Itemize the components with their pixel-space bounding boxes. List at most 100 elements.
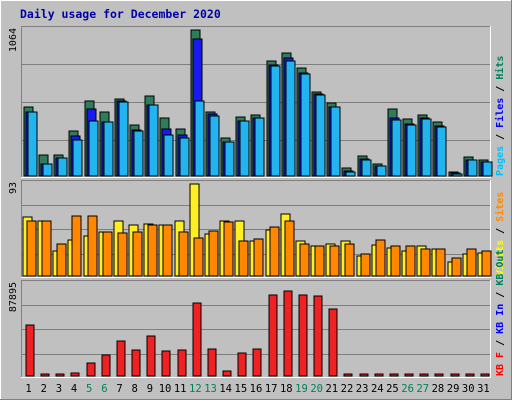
middle-bar-sites bbox=[466, 248, 477, 277]
x-tick-label: 27 bbox=[416, 383, 429, 395]
bottom-bar-kb-f bbox=[222, 370, 232, 377]
middle-bar-sites bbox=[314, 245, 325, 277]
bottom-bar-kb-f bbox=[374, 373, 384, 377]
bottom-bar-kb-f bbox=[389, 373, 399, 377]
x-tick-label: 7 bbox=[116, 383, 122, 395]
middle-bar-sites bbox=[162, 224, 173, 277]
bottom-bar-kb-f bbox=[237, 352, 247, 377]
middle-bar-sites bbox=[405, 245, 416, 277]
x-tick-label: 24 bbox=[371, 383, 384, 395]
bottom-bar-kb-f bbox=[177, 349, 187, 377]
top-bar-pages bbox=[406, 124, 417, 177]
bottom-bar-kb-f bbox=[252, 348, 262, 377]
x-tick-label: 4 bbox=[71, 383, 77, 395]
top-legend-part: Hits bbox=[494, 56, 506, 80]
middle-legend-label: Visits / Sites bbox=[494, 192, 506, 276]
bottom-max-label: 87895 bbox=[8, 282, 19, 312]
bottom-bar-kb-f bbox=[192, 302, 202, 377]
x-tick-label: 31 bbox=[477, 383, 490, 395]
x-tick-label: 5 bbox=[86, 383, 92, 395]
top-bar-pages bbox=[163, 134, 174, 177]
top-bar-pages bbox=[194, 100, 205, 177]
top-bar-pages bbox=[27, 111, 38, 177]
top-bar-pages bbox=[72, 139, 83, 177]
chart-title: Daily usage for December 2020 bbox=[20, 7, 221, 21]
middle-legend-part: Visits bbox=[494, 240, 506, 276]
x-tick-label: 11 bbox=[174, 383, 187, 395]
middle-bar-sites bbox=[26, 220, 37, 277]
top-bar-pages bbox=[42, 163, 53, 177]
x-tick-label: 14 bbox=[219, 383, 232, 395]
top-legend-label: Pages / Files / Hits bbox=[494, 56, 506, 176]
bottom-legend-label: KB F / KB In / KB Out bbox=[495, 250, 506, 376]
x-tick-label: 10 bbox=[159, 383, 172, 395]
middle-bar-sites bbox=[193, 237, 204, 277]
x-tick-label: 13 bbox=[204, 383, 217, 395]
x-tick-label: 17 bbox=[265, 383, 278, 395]
middle-bar-sites bbox=[223, 221, 234, 277]
middle-bar-sites bbox=[132, 231, 143, 277]
bottom-bar-kb-f bbox=[25, 324, 35, 377]
x-tick-label: 12 bbox=[189, 383, 202, 395]
middle-bar-sites bbox=[56, 243, 67, 277]
bottom-bar-kb-f bbox=[70, 372, 80, 377]
middle-bar-sites bbox=[117, 232, 128, 277]
top-bar-pages bbox=[482, 161, 493, 177]
bottom-bar-kb-f bbox=[116, 340, 126, 377]
x-tick-label: 21 bbox=[325, 383, 338, 395]
bottom-bar-kb-f bbox=[343, 373, 353, 377]
bottom-bar-kb-f bbox=[419, 373, 429, 377]
bottom-legend-part: KB F bbox=[495, 352, 506, 376]
top-max-label: 1064 bbox=[8, 28, 19, 52]
bottom-bar-kb-f bbox=[146, 335, 156, 377]
top-bar-pages bbox=[436, 126, 447, 177]
bottom-bar-kb-f bbox=[161, 350, 171, 377]
top-bar-pages bbox=[57, 157, 68, 177]
top-bar-pages bbox=[224, 141, 235, 177]
top-bar-pages bbox=[285, 60, 296, 177]
bottom-legend-part: KB Out bbox=[495, 250, 506, 286]
top-bar-pages bbox=[88, 120, 99, 177]
middle-bar-sites bbox=[344, 243, 355, 277]
top-bar-pages bbox=[345, 171, 356, 177]
middle-panel: 93 Visits / Sites bbox=[8, 180, 506, 278]
top-panel: 1064 Pages / Files / Hits bbox=[8, 26, 506, 178]
middle-bar-sites bbox=[390, 245, 401, 277]
top-bar-pages bbox=[103, 121, 114, 177]
top-bar-pages bbox=[118, 101, 129, 177]
top-bar-pages bbox=[361, 159, 372, 177]
bottom-bar-kb-f bbox=[480, 373, 490, 377]
middle-bar-sites bbox=[481, 250, 492, 277]
x-tick-label: 30 bbox=[462, 383, 475, 395]
x-tick-label: 28 bbox=[432, 383, 445, 395]
top-bar-pages bbox=[179, 137, 190, 177]
bottom-legend-part: KB In bbox=[495, 304, 506, 334]
x-tick-label: 25 bbox=[386, 383, 399, 395]
top-bar-pages bbox=[133, 130, 144, 177]
middle-bar-sites bbox=[299, 243, 310, 277]
bottom-bar-kb-f bbox=[207, 348, 217, 377]
bottom-bar-kb-f bbox=[55, 373, 65, 377]
bottom-bar-kb-f bbox=[328, 308, 338, 377]
top-bar-pages bbox=[209, 115, 220, 177]
middle-bar-sites bbox=[329, 245, 340, 277]
top-legend-part: / bbox=[495, 128, 506, 146]
middle-max-label: 93 bbox=[8, 182, 19, 194]
x-tick-label: 15 bbox=[235, 383, 248, 395]
middle-bar-sites bbox=[451, 257, 462, 277]
middle-bar-sites bbox=[71, 215, 82, 277]
x-tick-label: 6 bbox=[101, 383, 107, 395]
bottom-bar-kb-f bbox=[404, 373, 414, 377]
bottom-legend-part: / bbox=[495, 286, 506, 304]
middle-bar-sites bbox=[284, 220, 295, 277]
middle-bar-sites bbox=[360, 253, 371, 277]
top-bar-pages bbox=[254, 117, 265, 177]
middle-legend-part: Sites bbox=[494, 192, 506, 222]
bottom-bar-kb-f bbox=[131, 349, 141, 377]
top-bar-pages bbox=[421, 118, 432, 177]
bottom-bar-kb-f bbox=[450, 373, 460, 377]
top-bar-pages bbox=[270, 65, 281, 177]
x-tick-label: 23 bbox=[356, 383, 369, 395]
bottom-bar-kb-f bbox=[283, 290, 293, 377]
